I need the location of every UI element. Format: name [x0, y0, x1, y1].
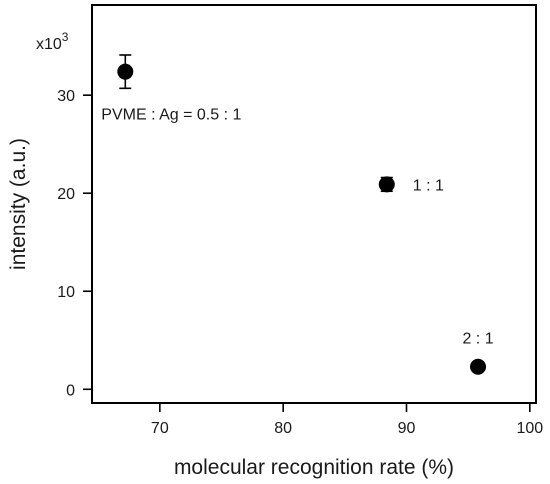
x-tick-label: 80 [274, 420, 292, 437]
y-tick-label: 10 [57, 284, 75, 301]
y-axis-title: intensity (a.u.) [7, 138, 30, 270]
x-tick-label: 90 [398, 420, 416, 437]
plot-frame [91, 4, 537, 404]
y-axis-ticks: 0 10 20 30 [57, 88, 92, 399]
x-axis-ticks: 70 80 90 100 [151, 403, 543, 437]
point-annotation: 2 : 1 [462, 331, 493, 348]
point-annotation: 1 : 1 [413, 177, 444, 194]
y-tick-label: 30 [57, 88, 75, 105]
x-tick-label: 100 [516, 420, 543, 437]
y-scale-multiplier: x103 [36, 30, 69, 53]
x-tick-label: 70 [151, 420, 169, 437]
x-axis-title: molecular recognition rate (%) [174, 456, 454, 479]
y-tick-label: 20 [57, 186, 75, 203]
point-annotation: PVME : Ag = 0.5 : 1 [101, 107, 241, 124]
data-point [378, 176, 395, 193]
y-scale-prefix: x10 [36, 36, 62, 53]
data-points: PVME : Ag = 0.5 : 1 1 : 1 2 : 1 [101, 54, 494, 375]
y-tick-label: 0 [66, 382, 75, 399]
data-point [470, 358, 487, 375]
data-point [117, 63, 134, 80]
y-scale-exponent: 3 [62, 30, 69, 44]
